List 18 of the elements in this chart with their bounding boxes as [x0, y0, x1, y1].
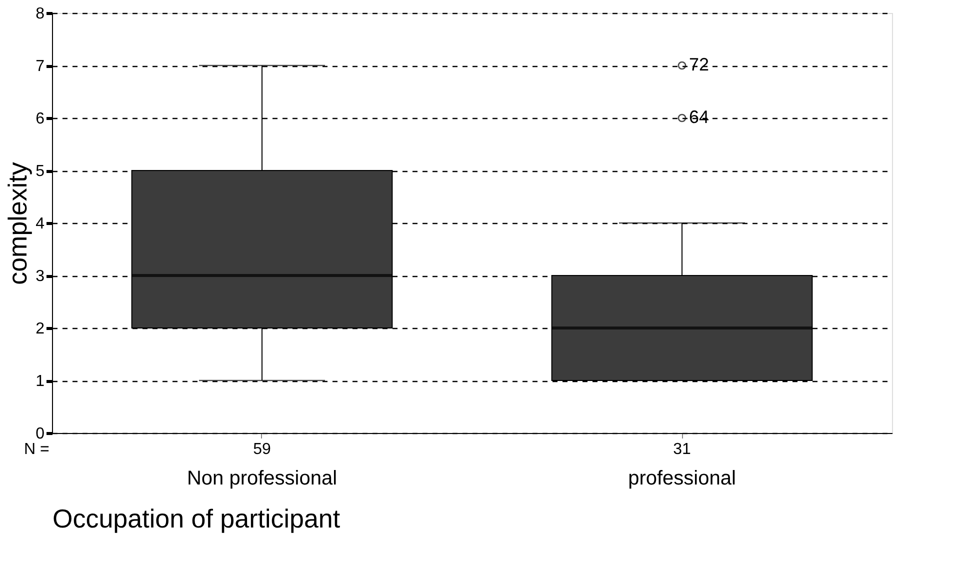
- text: 31: [673, 441, 691, 458]
- y-axis-title: complexity: [2, 162, 33, 285]
- annotation: 64: [689, 107, 710, 127]
- x-tick-label: Non professional: [186, 468, 338, 490]
- y-tick-label: 4: [36, 216, 45, 232]
- y-tick-label: 3: [36, 268, 45, 285]
- x-tick-label: professional: [628, 468, 736, 490]
- y-tick-label: 2: [36, 320, 45, 338]
- y-tick-label: 8: [36, 6, 45, 22]
- text: N =: [24, 441, 50, 458]
- annotation: 72: [689, 54, 710, 74]
- y-tick-label: 5: [36, 163, 45, 180]
- y-tick-label: 6: [36, 110, 45, 128]
- text: 59: [253, 441, 271, 458]
- y-tick-label: 1: [36, 373, 45, 390]
- y-tick-label: 7: [36, 58, 45, 75]
- x-axis-title: Occupation of participant: [52, 504, 341, 534]
- y-tick-label: 0: [36, 426, 45, 442]
